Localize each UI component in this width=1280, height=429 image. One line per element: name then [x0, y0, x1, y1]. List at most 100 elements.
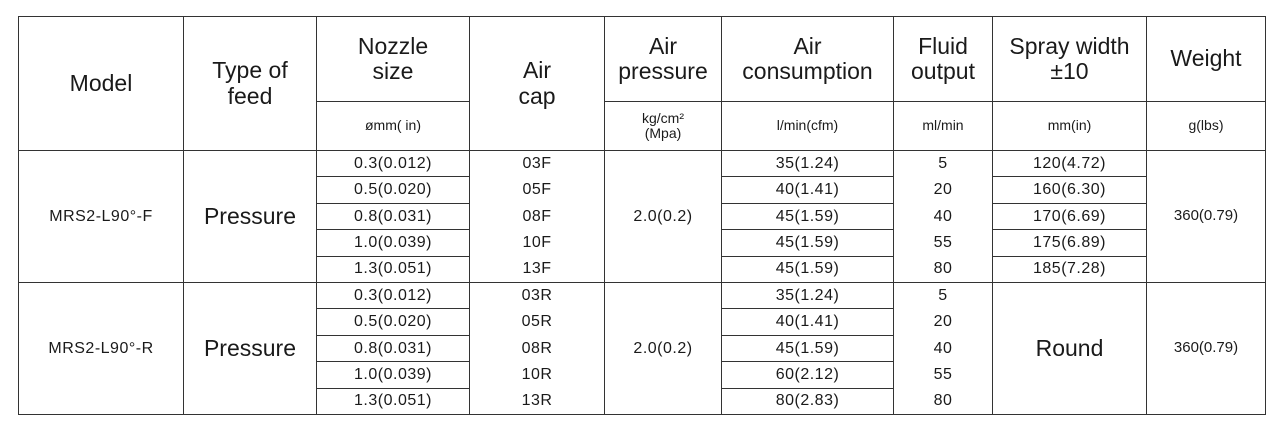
spray-width-cell: Round	[992, 281, 1147, 415]
text-line: Nozzle	[357, 32, 429, 59]
spray-width-cell: 185(7.28)	[992, 255, 1147, 283]
text-line: Air	[648, 32, 678, 59]
text-line: g(lbs)	[1188, 117, 1224, 134]
air-pressure-cell: 2.0(0.2)	[604, 150, 722, 283]
text-line: mm(in)	[1047, 117, 1092, 134]
header-cell: Nozzle size	[316, 16, 470, 102]
nozzle-cell: 0.5(0.020)	[316, 308, 470, 336]
text-line: ±10	[1050, 58, 1089, 84]
nozzle-cell: 0.3(0.012)	[316, 281, 470, 310]
fluid-output-cell: 55	[893, 361, 993, 389]
data-row: 1.3(0.051) 13R 80(2.83) 80	[19, 387, 1266, 415]
units-row: ømm( in) kg/cm² (Mpa) l/min(cfm) ml/min mm(in…	[19, 101, 1266, 151]
unit-cell: g(lbs)	[1146, 101, 1266, 151]
data-row: 1.3(0.051) 13F 45(1.59) 80 185(7.28)	[19, 255, 1266, 283]
nozzle-cell: 1.3(0.051)	[316, 255, 470, 283]
header-cell: Air consumption	[721, 16, 894, 102]
air-consumption-cell: 35(1.24)	[721, 281, 894, 310]
nozzle-cell: 1.3(0.051)	[316, 387, 470, 415]
fluid-output-cell: 5	[893, 281, 993, 309]
spray-width-cell: 170(6.69)	[992, 202, 1147, 231]
air-consumption-cell: 40(1.41)	[721, 308, 894, 336]
air-cap-cell: 13F	[469, 256, 605, 283]
unit-cell: ml/min	[893, 101, 993, 151]
table-body: Model Type of feed Nozzle size Air cap Air press…	[18, 16, 1266, 415]
header-cell: Model	[18, 16, 184, 151]
fluid-output-cell: 55	[893, 229, 993, 257]
text-line: ml/min	[922, 117, 964, 134]
air-cap-cell: 03R	[469, 281, 605, 309]
unit-cell: mm(in)	[992, 101, 1147, 151]
air-consumption-cell: 40(1.41)	[721, 176, 894, 204]
text-line: cap	[518, 82, 556, 109]
model-cell: MRS2-L90°-R	[18, 281, 184, 415]
unit-cell: ømm( in)	[316, 101, 470, 151]
text-line: Weight	[1170, 45, 1242, 72]
air-consumption-cell: 45(1.59)	[721, 202, 894, 231]
nozzle-cell: 0.3(0.012)	[316, 149, 470, 178]
fluid-output-cell: 20	[893, 176, 993, 204]
air-cap-cell: 10F	[469, 229, 605, 257]
nozzle-cell: 0.8(0.031)	[316, 334, 470, 363]
nozzle-cell: 0.5(0.020)	[316, 176, 470, 204]
text-line: Air	[522, 57, 552, 84]
text-line: size	[372, 58, 414, 84]
text-line: feed	[227, 82, 273, 109]
text-line: ømm( in)	[365, 117, 421, 134]
nozzle-cell: 0.8(0.031)	[316, 202, 470, 231]
spec-table: Model Type of feed Nozzle size Air cap Air press…	[18, 16, 1266, 415]
nozzle-cell: 1.0(0.039)	[316, 361, 470, 389]
air-consumption-cell: 45(1.59)	[721, 229, 894, 257]
air-cap-cell: 08F	[469, 203, 605, 230]
header-cell: Spray width ±10	[992, 16, 1147, 102]
spray-width-cell: 175(6.89)	[992, 229, 1147, 257]
feed-cell: Pressure	[183, 150, 317, 283]
air-cap-cell: 13R	[469, 388, 605, 415]
air-consumption-cell: 80(2.83)	[721, 387, 894, 415]
model-cell: MRS2-L90°-F	[18, 150, 184, 283]
text-line: consumption	[742, 58, 873, 84]
air-consumption-cell: 45(1.59)	[721, 255, 894, 283]
header-cell: Air pressure	[604, 16, 722, 102]
header-cell: Fluid output	[893, 16, 993, 102]
air-consumption-cell: 60(2.12)	[721, 361, 894, 389]
text-line: pressure	[618, 58, 708, 84]
fluid-output-cell: 80	[893, 388, 993, 415]
header-row: Model Type of feed Nozzle size Air cap Air press…	[18, 16, 1266, 151]
text-line: l/min(cfm)	[776, 117, 839, 134]
air-consumption-cell: 45(1.59)	[721, 334, 894, 363]
unit-cell: l/min(cfm)	[721, 101, 894, 151]
air-cap-cell: 10R	[469, 361, 605, 389]
header-cell: Weight	[1146, 16, 1266, 102]
fluid-output-cell: 40	[893, 335, 993, 362]
fluid-output-cell: 80	[893, 256, 993, 283]
data-row: 0.5(0.020) 05F 40(1.41) 20 160(6.30)	[19, 176, 1266, 204]
data-row: 0.8(0.031) 08R 45(1.59) 40	[19, 334, 1266, 363]
fluid-output-cell: 20	[893, 308, 993, 336]
fluid-output-cell: 40	[893, 203, 993, 230]
header-cell: Type of feed	[183, 16, 317, 151]
text-line: output	[911, 58, 975, 84]
data-row: MRS2-L90°-F Pressure 0.3(0.012) 03F 2.0(0.2)…	[18, 149, 1266, 283]
air-cap-cell: 08R	[469, 335, 605, 362]
text-line: Spray width	[1009, 32, 1130, 59]
text-line: Fluid	[918, 32, 968, 59]
text-line: Type of	[212, 57, 288, 84]
air-consumption-cell: 35(1.24)	[721, 149, 894, 178]
weight-cell: 360(0.79)	[1146, 281, 1266, 415]
data-row: 1.0(0.039) 10F 45(1.59) 55 175(6.89)	[19, 229, 1266, 257]
weight-cell: 360(0.79)	[1146, 150, 1266, 283]
air-cap-cell: 05R	[469, 308, 605, 336]
data-row: 1.0(0.039) 10R 60(2.12) 55	[19, 361, 1266, 389]
air-cap-cell: 05F	[469, 176, 605, 204]
spray-width-cell: 120(4.72)	[992, 149, 1147, 178]
air-pressure-cell: 2.0(0.2)	[604, 281, 722, 415]
data-row: 0.8(0.031) 08F 45(1.59) 40 170(6.69)	[19, 202, 1266, 231]
text-line: Model	[69, 69, 133, 96]
text-line: Air	[793, 32, 822, 59]
data-row: MRS2-L90°-R Pressure 0.3(0.012) 03R 2.0(0.2)…	[18, 281, 1266, 415]
text-line: (Mpa)	[644, 125, 682, 141]
data-row: 0.5(0.020) 05R 40(1.41) 20	[19, 308, 1266, 336]
air-cap-cell: 03F	[469, 149, 605, 177]
